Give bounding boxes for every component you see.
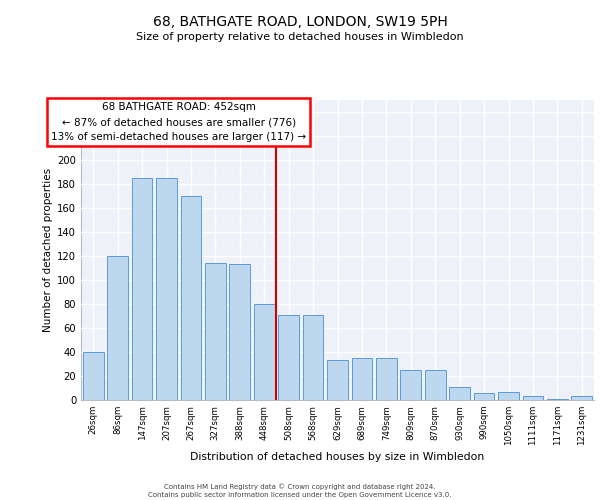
- Bar: [498, 392, 519, 400]
- Y-axis label: Number of detached properties: Number of detached properties: [43, 168, 53, 332]
- Bar: [425, 370, 446, 400]
- Text: Contains HM Land Registry data © Crown copyright and database right 2024.
Contai: Contains HM Land Registry data © Crown c…: [148, 484, 452, 498]
- Bar: [278, 315, 299, 400]
- Bar: [83, 352, 104, 400]
- Bar: [302, 315, 323, 400]
- Bar: [205, 263, 226, 400]
- Bar: [571, 396, 592, 400]
- Bar: [181, 196, 202, 400]
- Bar: [131, 178, 152, 400]
- Bar: [107, 256, 128, 400]
- Bar: [376, 358, 397, 400]
- Bar: [473, 393, 494, 400]
- Bar: [400, 370, 421, 400]
- Bar: [254, 304, 275, 400]
- Text: 68 BATHGATE ROAD: 452sqm
← 87% of detached houses are smaller (776)
13% of semi-: 68 BATHGATE ROAD: 452sqm ← 87% of detach…: [51, 102, 306, 142]
- X-axis label: Distribution of detached houses by size in Wimbledon: Distribution of detached houses by size …: [190, 452, 485, 462]
- Bar: [352, 358, 373, 400]
- Bar: [523, 396, 544, 400]
- Bar: [156, 178, 177, 400]
- Text: 68, BATHGATE ROAD, LONDON, SW19 5PH: 68, BATHGATE ROAD, LONDON, SW19 5PH: [152, 15, 448, 29]
- Bar: [547, 399, 568, 400]
- Text: Size of property relative to detached houses in Wimbledon: Size of property relative to detached ho…: [136, 32, 464, 42]
- Bar: [449, 387, 470, 400]
- Bar: [229, 264, 250, 400]
- Bar: [327, 360, 348, 400]
